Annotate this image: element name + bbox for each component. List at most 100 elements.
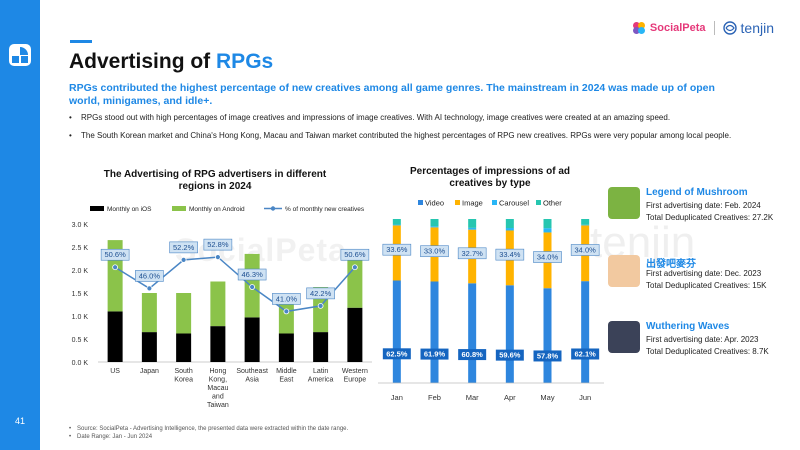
socialpeta-name: SocialPeta: [649, 22, 706, 34]
pct-label: 41.0%: [276, 294, 298, 303]
game-date: First advertising date: Dec. 2023: [646, 269, 762, 278]
image-label-box: [570, 244, 600, 256]
legend-label: Image: [462, 199, 483, 208]
game-date: First advertising date: Feb. 2024: [646, 201, 761, 210]
legend-label: Video: [425, 199, 444, 208]
bullet-list: RPGs stood out with high percentages of …: [69, 113, 779, 149]
video-label-box: [458, 349, 487, 361]
bar-android: [278, 295, 294, 334]
game-date: First advertising date: Apr. 2023: [646, 335, 759, 344]
bar-carousel: [581, 224, 590, 226]
image-label: 34.0%: [575, 245, 597, 254]
bar-video: [505, 285, 514, 383]
pct-label-box: [306, 287, 335, 300]
watermark: SocialPeta: [175, 232, 347, 269]
bullet-item: The South Korean market and China's Hong…: [69, 131, 779, 141]
x-tick-label: Korea: [174, 377, 193, 384]
bar-carousel: [505, 228, 514, 231]
x-tick-label: Taiwan: [207, 402, 229, 409]
x-tick-label: Feb: [428, 393, 441, 402]
y-tick-label: 0.0 K: [72, 360, 89, 367]
game-icon: [608, 255, 640, 287]
bar-ios: [313, 332, 329, 362]
bar-carousel: [392, 224, 401, 226]
legend-swatch: [536, 200, 541, 205]
pct-point: [351, 264, 358, 271]
footer-date-range: Date Range: Jan - Jun 2024: [69, 433, 348, 441]
bar-video: [581, 281, 590, 383]
video-label-box: [571, 348, 600, 360]
subtitle: RPGs contributed the highest percentage …: [69, 82, 715, 107]
pct-label: 50.6%: [344, 250, 366, 259]
image-label: 33.6%: [386, 245, 408, 254]
game-total: Total Deduplicated Creatives: 8.7K: [646, 347, 769, 356]
chart1-title: The Advertising of RPG advertisers in di…: [103, 169, 327, 192]
bar-other: [505, 219, 514, 229]
legend-label: % of monthly new creatives: [285, 206, 365, 213]
watermark-text: SocialPeta: [175, 232, 347, 268]
pct-label-box: [203, 238, 233, 251]
tenjin-name: tenjin: [740, 20, 774, 36]
bar-other: [392, 219, 401, 225]
pct-label-box: [237, 268, 267, 281]
y-tick-label: 0.5 K: [72, 337, 89, 344]
pct-label: 50.6%: [104, 250, 126, 259]
x-tick-label: America: [308, 377, 334, 384]
watermark-secondary-text: tenjin: [590, 218, 696, 267]
video-label: 57.8%: [537, 351, 559, 360]
game-name: 出發吧麥芬: [646, 259, 696, 270]
bar-other: [468, 219, 477, 228]
x-tick-label: Europe: [344, 377, 367, 384]
brand-divider: [713, 21, 715, 35]
x-tick-label: South: [174, 368, 192, 375]
image-label: 33.0%: [424, 247, 446, 256]
game-name: Legend of Mushroom: [646, 187, 748, 198]
brand-logos: SocialPeta tenjin: [632, 20, 774, 36]
pct-point: [283, 308, 290, 315]
pct-point: [214, 254, 221, 261]
legend-label: Carousel: [499, 199, 529, 208]
legend-swatch: [172, 206, 186, 211]
x-tick-label: Western: [342, 368, 368, 375]
y-tick-label: 1.5 K: [72, 291, 89, 298]
legend-swatch: [90, 206, 104, 211]
socialpeta-icon: [632, 22, 645, 34]
x-tick-label: Macau: [207, 385, 228, 392]
pct-label-box: [169, 241, 198, 254]
pct-point: [317, 302, 324, 309]
game-icon: [608, 321, 640, 353]
x-tick-label: Asia: [245, 377, 259, 384]
footer-notes: Source: SocialPeta - Advertising Intelli…: [69, 425, 348, 441]
tenjin-icon: [722, 21, 737, 35]
pct-label: 46.3%: [241, 270, 263, 279]
pct-label-box: [340, 248, 370, 261]
image-label-box: [382, 243, 412, 256]
video-label-box: [382, 348, 411, 360]
x-tick-label: Latin: [313, 368, 328, 375]
bar-ios: [107, 311, 123, 362]
pct-label: 52.2%: [173, 243, 195, 252]
x-tick-label: Middle: [276, 368, 297, 375]
video-label: 62.5%: [386, 349, 408, 358]
x-tick-label: East: [279, 377, 293, 384]
pct-label: 52.8%: [207, 240, 229, 249]
pct-label: 42.2%: [310, 289, 332, 298]
legend-label: Monthly on Android: [189, 206, 245, 213]
legend-marker: [270, 206, 276, 211]
bar-other: [543, 219, 552, 229]
x-tick-label: May: [540, 393, 554, 402]
video-label-box: [420, 348, 449, 360]
bar-ios: [141, 332, 157, 362]
x-tick-label: Jan: [391, 393, 403, 402]
video-label-box: [533, 350, 562, 362]
title-highlight: RPGs: [216, 50, 274, 73]
pct-label-box: [135, 270, 164, 282]
bar-ios: [176, 333, 192, 362]
x-tick-label: Mar: [466, 393, 479, 402]
pct-point: [249, 284, 256, 290]
bar-other: [430, 219, 439, 227]
title-prefix: Advertising of: [69, 50, 217, 73]
y-tick-label: 1.0 K: [72, 314, 89, 321]
pct-label-box: [272, 293, 301, 305]
x-tick-label: Apr: [504, 393, 516, 402]
